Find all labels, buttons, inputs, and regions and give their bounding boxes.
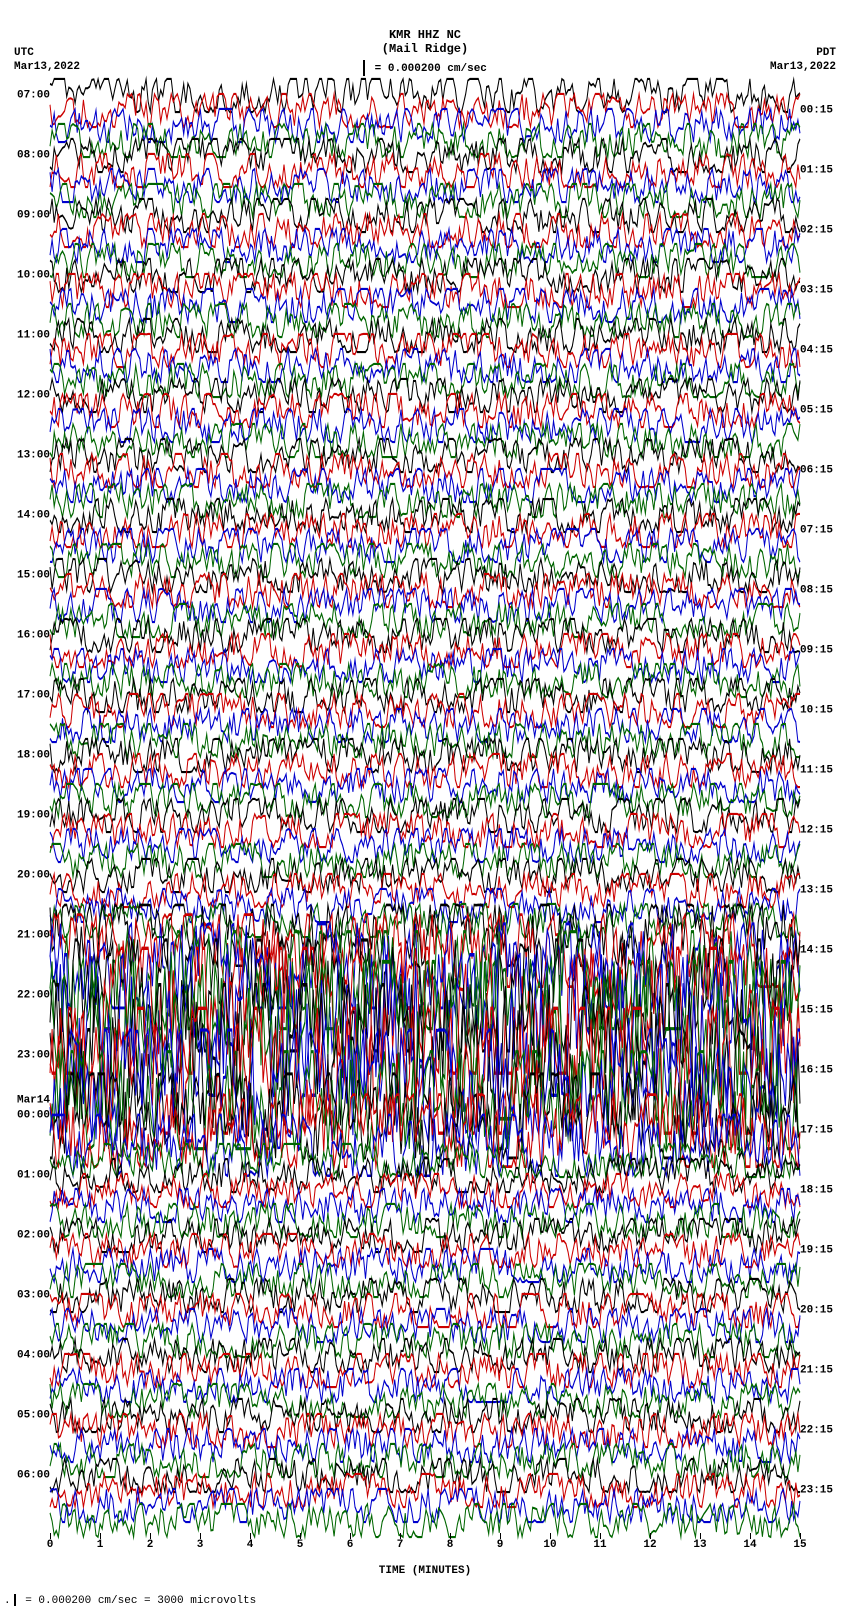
right-time-label: 11:15 — [800, 765, 848, 776]
right-time-label: 06:15 — [800, 465, 848, 476]
right-time-label: 04:15 — [800, 345, 848, 356]
left-time-label: 01:00 — [2, 1170, 50, 1181]
left-time-label: 19:00 — [2, 810, 50, 821]
right-time-label: 05:15 — [800, 405, 848, 416]
left-time-label: 03:00 — [2, 1290, 50, 1301]
left-time-label: 09:00 — [2, 210, 50, 221]
left-time-label: 20:00 — [2, 870, 50, 881]
left-time-label: 13:00 — [2, 450, 50, 461]
footer-bar-icon — [14, 1594, 16, 1606]
right-time-label: 23:15 — [800, 1485, 848, 1496]
left-time-label: 06:00 — [2, 1470, 50, 1481]
right-time-label: 01:15 — [800, 165, 848, 176]
right-time-label: 15:15 — [800, 1005, 848, 1016]
right-time-label: 14:15 — [800, 945, 848, 956]
right-time-label: 13:15 — [800, 885, 848, 896]
tz-left-label: UTC — [14, 46, 80, 60]
x-tick-label: 8 — [447, 1539, 454, 1551]
x-tick-label: 10 — [543, 1539, 556, 1551]
right-time-label: 21:15 — [800, 1365, 848, 1376]
station-name: (Mail Ridge) — [0, 42, 850, 56]
left-time-label: 04:00 — [2, 1350, 50, 1361]
right-time-label: 16:15 — [800, 1065, 848, 1076]
tz-left-date: Mar13,2022 — [14, 60, 80, 74]
tz-right-block: PDT Mar13,2022 — [770, 46, 836, 74]
right-time-label: 17:15 — [800, 1125, 848, 1136]
x-ticks: 0123456789101112131415 — [50, 1533, 800, 1547]
right-time-label: 07:15 — [800, 525, 848, 536]
trace-row — [50, 1513, 800, 1528]
right-time-label: 12:15 — [800, 825, 848, 836]
left-time-label: 18:00 — [2, 750, 50, 761]
right-time-label: 03:15 — [800, 285, 848, 296]
left-time-axis: 07:00 08:00 09:00 10:00 11:00 12:00 13:00 14:00… — [2, 88, 50, 1533]
tz-right-label: PDT — [770, 46, 836, 60]
seismogram-container: UTC Mar13,2022 PDT Mar13,2022 KMR HHZ NC… — [0, 0, 850, 1613]
x-tick-label: 7 — [397, 1539, 404, 1551]
left-time-label: 12:00 — [2, 390, 50, 401]
left-time-label: 16:00 — [2, 630, 50, 641]
x-tick-label: 4 — [247, 1539, 254, 1551]
x-tick-label: 0 — [47, 1539, 54, 1551]
x-tick-label: 1 — [97, 1539, 104, 1551]
left-time-label: 22:00 — [2, 990, 50, 1001]
x-tick-label: 6 — [347, 1539, 354, 1551]
left-time-label: 17:00 — [2, 690, 50, 701]
scale-legend: = 0.000200 cm/sec — [0, 60, 850, 76]
scale-bar-icon — [363, 60, 365, 76]
left-time-label: 23:00 — [2, 1050, 50, 1061]
left-time-label: 10:00 — [2, 270, 50, 281]
footer-text: = 0.000200 cm/sec = 3000 microvolts — [19, 1595, 257, 1607]
right-time-label: 09:15 — [800, 645, 848, 656]
right-time-label: 02:15 — [800, 225, 848, 236]
x-tick-label: 3 — [197, 1539, 204, 1551]
left-time-label: 21:00 — [2, 930, 50, 941]
right-time-axis: 00:15 01:15 02:15 03:15 04:15 05:15 06:15 07:15… — [800, 88, 848, 1533]
left-time-label: 00:00 — [2, 1110, 50, 1121]
x-axis-title: TIME (MINUTES) — [50, 1565, 800, 1577]
left-time-label: 15:00 — [2, 570, 50, 581]
left-time-label: 02:00 — [2, 1230, 50, 1241]
footer-scale-note: . = 0.000200 cm/sec = 3000 microvolts — [4, 1594, 256, 1607]
left-time-label: Mar14 — [2, 1095, 50, 1106]
right-time-label: 08:15 — [800, 585, 848, 596]
x-tick-label: 12 — [643, 1539, 656, 1551]
scale-text: = 0.000200 cm/sec — [368, 63, 487, 75]
left-time-label: 05:00 — [2, 1410, 50, 1421]
tz-left-block: UTC Mar13,2022 — [14, 46, 80, 74]
x-tick-label: 14 — [743, 1539, 756, 1551]
right-time-label: 18:15 — [800, 1185, 848, 1196]
right-time-label: 10:15 — [800, 705, 848, 716]
x-tick-label: 15 — [793, 1539, 806, 1551]
tz-right-date: Mar13,2022 — [770, 60, 836, 74]
right-time-label: 20:15 — [800, 1305, 848, 1316]
seismogram-plot — [50, 88, 800, 1533]
footer-prefix: . — [4, 1595, 11, 1607]
right-time-label: 22:15 — [800, 1425, 848, 1436]
left-time-label: 11:00 — [2, 330, 50, 341]
right-time-label: 00:15 — [800, 105, 848, 116]
left-time-label: 14:00 — [2, 510, 50, 521]
left-time-label: 07:00 — [2, 90, 50, 101]
left-time-label: 08:00 — [2, 150, 50, 161]
x-tick-label: 13 — [693, 1539, 706, 1551]
x-tick-label: 2 — [147, 1539, 154, 1551]
x-tick-label: 5 — [297, 1539, 304, 1551]
x-tick-label: 11 — [593, 1539, 606, 1551]
x-axis: 0123456789101112131415 TIME (MINUTES) — [50, 1533, 800, 1563]
chart-header: KMR HHZ NC (Mail Ridge) = 0.000200 cm/se… — [0, 0, 850, 76]
x-tick-label: 9 — [497, 1539, 504, 1551]
right-time-label: 19:15 — [800, 1245, 848, 1256]
station-code: KMR HHZ NC — [0, 28, 850, 42]
